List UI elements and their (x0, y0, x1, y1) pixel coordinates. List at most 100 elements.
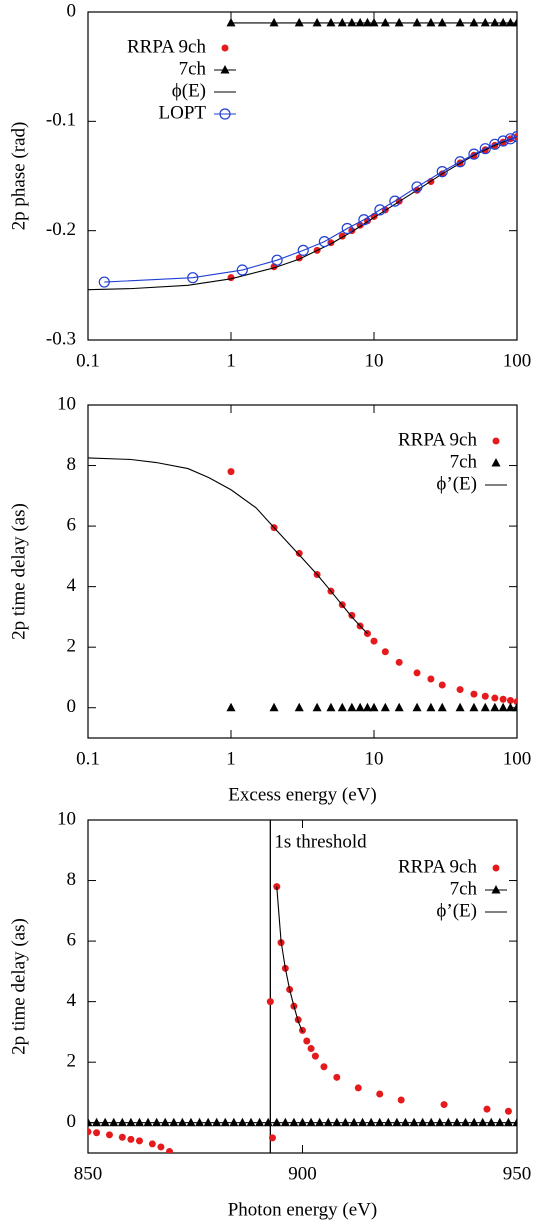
point (177, 1117, 187, 1127)
y-tick-label: 0 (67, 0, 77, 21)
x-axis-label: Excess energy (eV) (228, 784, 376, 805)
point (337, 702, 347, 712)
x-tick-label: 1 (226, 748, 236, 769)
point (394, 17, 404, 27)
point (127, 1135, 135, 1143)
point (413, 669, 421, 677)
point (503, 1117, 513, 1127)
point (117, 1117, 127, 1127)
point (469, 1117, 479, 1127)
point (340, 1117, 350, 1127)
y-tick-label: -0.2 (46, 219, 76, 240)
x-tick-label: 100 (503, 350, 532, 371)
point (366, 1117, 376, 1127)
point (303, 1037, 311, 1045)
point (166, 1147, 174, 1153)
y-tick-label: 2 (67, 1051, 77, 1072)
point (426, 17, 436, 27)
point (380, 17, 390, 27)
point (469, 17, 479, 27)
point (269, 702, 279, 712)
point (126, 1117, 136, 1127)
legend-label: 7ch (450, 878, 478, 899)
legend-label: 7ch (179, 58, 207, 79)
point (337, 17, 347, 27)
point (505, 702, 515, 712)
y-tick-label: -0.3 (46, 328, 76, 349)
point (397, 1096, 405, 1104)
point (426, 702, 436, 712)
point (504, 133, 517, 145)
point (498, 702, 508, 712)
point (481, 692, 489, 700)
legend-label: ϕ’(E) (436, 473, 477, 494)
point (497, 135, 509, 147)
point (355, 702, 365, 712)
point (347, 702, 357, 712)
legend-label: RRPA 9ch (127, 36, 207, 57)
point (212, 1117, 222, 1127)
point (495, 1117, 505, 1127)
x-tick-label: 10 (365, 748, 384, 769)
point (226, 702, 236, 712)
point (143, 1117, 153, 1127)
point (438, 681, 446, 689)
point (455, 17, 465, 27)
point (483, 1105, 491, 1113)
point (227, 468, 235, 476)
point (436, 166, 448, 178)
point (409, 1117, 419, 1127)
point (354, 1084, 362, 1092)
y-tick-label: 8 (67, 454, 77, 475)
point (263, 1117, 273, 1127)
point (93, 1129, 101, 1137)
point (332, 1117, 342, 1127)
point (220, 65, 230, 74)
point (295, 549, 303, 557)
x-tick-label: 10 (365, 350, 384, 371)
point (299, 1026, 306, 1034)
point (512, 17, 517, 27)
point (394, 702, 404, 712)
point (381, 648, 389, 656)
point (311, 1052, 319, 1060)
point (468, 148, 480, 160)
point (452, 1117, 462, 1127)
point (289, 1117, 299, 1127)
point (306, 1117, 316, 1127)
point (469, 702, 479, 712)
plot-frame (87, 11, 518, 341)
point (109, 1117, 119, 1127)
point (271, 254, 283, 266)
y-tick-label: 4 (67, 990, 77, 1011)
point (505, 17, 515, 27)
point (490, 702, 500, 712)
point (362, 17, 372, 27)
y-axis-label: 2p time delay (as) (8, 503, 29, 640)
point (506, 696, 514, 704)
point (383, 1117, 393, 1127)
point (512, 702, 517, 712)
point (318, 236, 331, 248)
point (461, 1117, 471, 1127)
x-tick-label: 0.1 (76, 748, 100, 769)
point (349, 1117, 359, 1127)
legend-label: 7ch (450, 451, 478, 472)
point (323, 1117, 333, 1127)
y-tick-label: 8 (67, 869, 77, 890)
point (412, 702, 422, 712)
point (157, 1143, 165, 1151)
point (480, 17, 490, 27)
point (186, 1117, 196, 1127)
point (358, 1117, 368, 1127)
point (169, 1117, 179, 1127)
y-tick-label: 10 (57, 393, 76, 414)
y-tick-label: 0 (67, 696, 77, 717)
point (427, 675, 435, 683)
point (219, 108, 231, 120)
point (148, 1140, 156, 1148)
point (236, 264, 248, 276)
legend-label: RRPA 9ch (398, 429, 478, 450)
